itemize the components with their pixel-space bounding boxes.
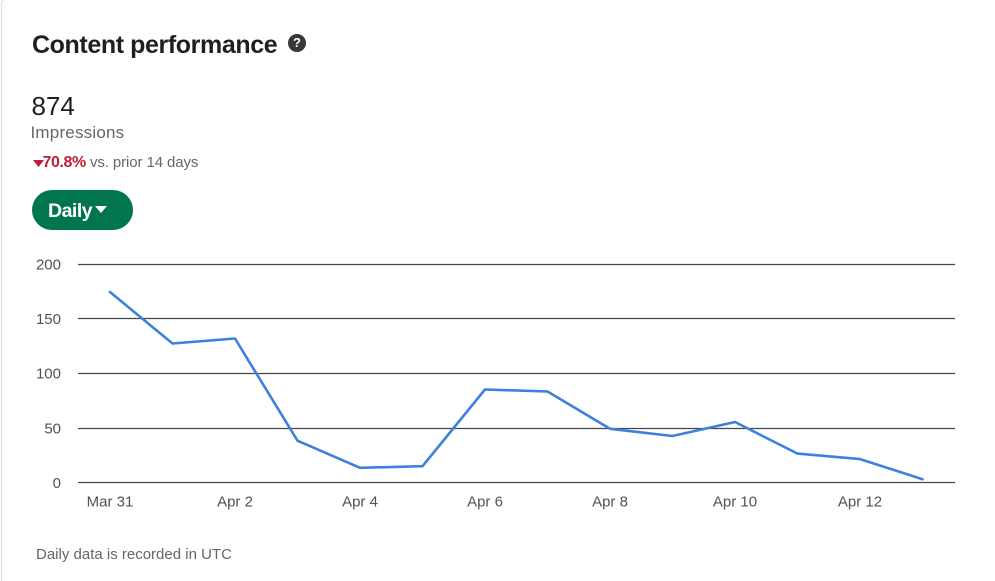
svg-text:Apr 6: Apr 6 xyxy=(467,494,503,511)
svg-text:Apr 2: Apr 2 xyxy=(217,494,253,511)
svg-text:0: 0 xyxy=(53,475,61,492)
svg-text:Apr 4: Apr 4 xyxy=(342,494,378,511)
svg-text:Mar 31: Mar 31 xyxy=(87,494,134,511)
svg-text:150: 150 xyxy=(36,311,61,328)
svg-text:Apr 10: Apr 10 xyxy=(713,494,757,511)
svg-text:Apr 12: Apr 12 xyxy=(838,494,882,511)
svg-text:Apr 8: Apr 8 xyxy=(592,494,628,511)
svg-text:50: 50 xyxy=(44,420,61,437)
svg-text:200: 200 xyxy=(36,256,61,273)
svg-text:100: 100 xyxy=(36,366,61,383)
